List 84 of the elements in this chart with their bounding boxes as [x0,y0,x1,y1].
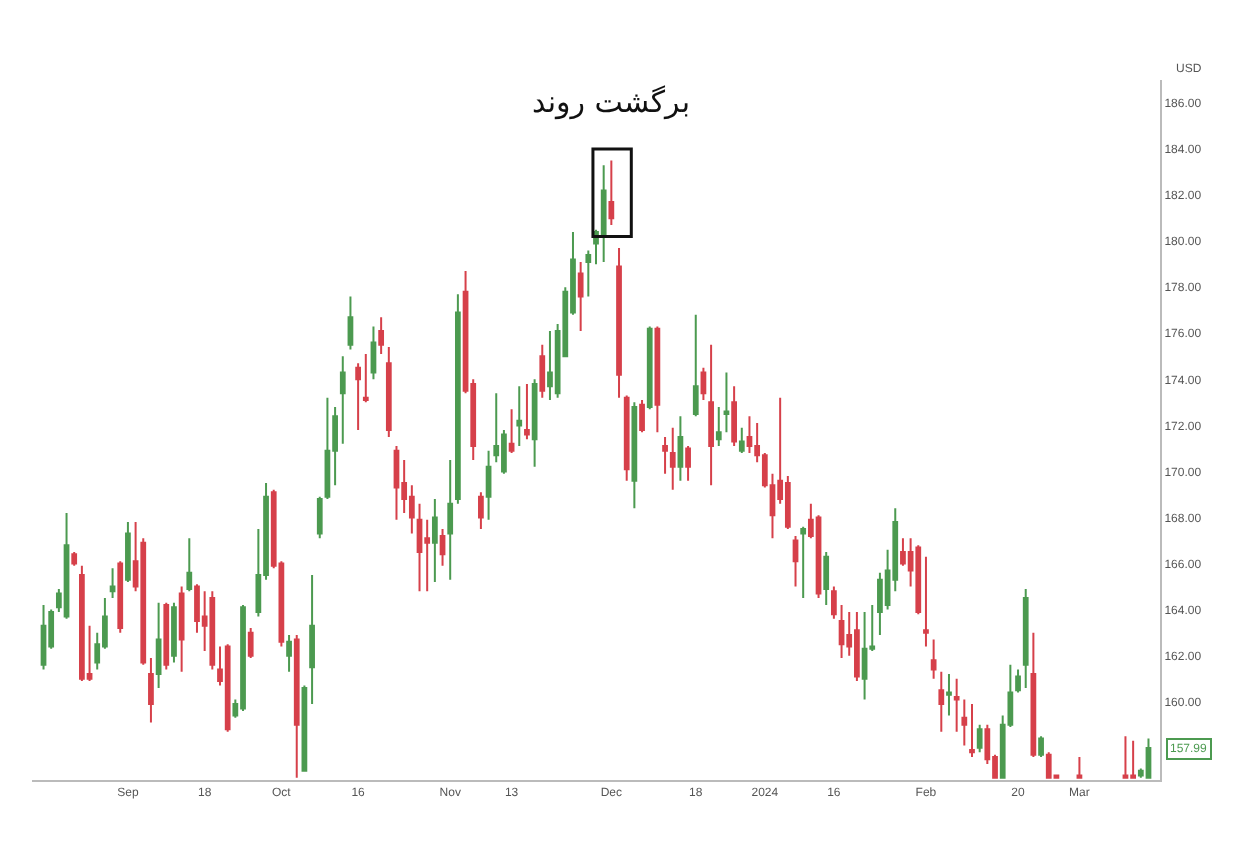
candlestick [309,574,315,706]
candlestick [40,604,47,671]
candlestick [547,329,553,402]
candlestick [385,346,392,438]
candlestick [1145,737,1152,779]
candlestick [478,491,484,531]
candlestick [339,355,346,445]
candlestick [623,394,630,482]
candlestick [531,378,538,468]
candlestick [524,382,530,441]
candlestick [148,656,154,724]
candlestick [669,426,676,491]
candlestick [224,643,231,733]
candlestick [654,325,661,434]
candlestick [1030,631,1037,758]
candlestick [370,325,377,381]
candlestick [1122,735,1129,779]
candlestick [838,604,845,659]
candlestick [163,601,170,671]
candlestick [186,537,193,593]
candlestick [109,567,116,600]
candlestick [738,426,745,455]
candlestick [71,551,78,567]
candlestick [393,445,400,521]
candlestick [79,564,85,682]
candlestick [508,408,515,455]
candlestick [439,528,446,567]
candlestick [708,343,714,487]
candlestick [1045,751,1052,779]
candlestick [646,325,653,411]
candlestick [1038,735,1044,758]
candlestick [247,627,254,659]
candlestick [516,385,523,448]
candlestick [861,610,868,701]
candlestick [1022,587,1029,689]
annotation: برگشت روند [532,84,691,120]
candlestick [455,293,461,505]
candlestick [969,703,975,758]
candlestick [600,164,607,263]
candlestick [585,249,592,298]
candlestick [685,445,691,482]
candlestick [240,604,246,712]
candlestick [631,401,638,510]
candlestick [731,385,737,448]
candlestick [125,521,131,583]
candlestick [938,670,945,733]
candlestick [677,415,684,482]
candlestick [347,295,354,351]
candlestick [1130,739,1137,779]
candlestick [286,633,292,673]
candlestick [1015,668,1021,694]
candlestick [117,560,124,634]
candlestick [63,511,70,620]
candlestick [447,458,454,581]
candlestick [155,601,162,689]
candlestick [171,601,177,664]
candlestick [616,247,622,399]
candlestick [293,633,300,779]
candlestick [946,673,952,717]
candlestick [800,525,807,600]
candlestick [923,555,929,648]
candlestick [178,585,185,673]
candlestick [662,435,668,475]
candlestick [792,534,799,588]
candlestick [823,551,830,606]
candlestick [639,399,645,434]
candlestick [692,313,699,418]
candlestick [362,353,369,404]
candlestick [416,502,423,593]
candlestick [1076,755,1083,779]
candlestick [976,723,983,754]
candlestick [915,544,922,616]
candlestick [831,585,837,620]
candlestick [577,260,584,332]
candlestick [539,343,546,399]
candlestick [746,415,753,455]
candlestick [378,316,385,356]
candlestick [431,498,438,583]
candlestick [209,590,216,671]
candlestick [355,362,361,431]
candlestick [930,638,937,680]
candlestick [854,610,860,682]
candlestick [608,159,615,227]
candlestick [700,366,707,402]
